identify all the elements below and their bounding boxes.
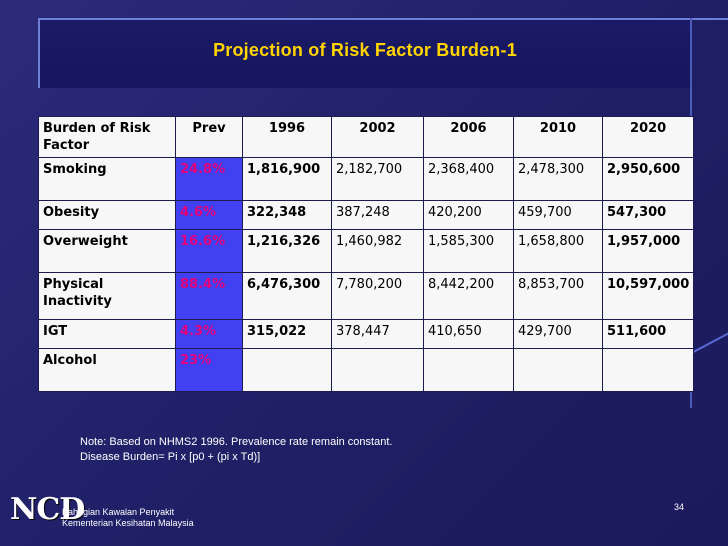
row-factor: Alcohol: [38, 348, 176, 392]
row-2020: 511,600: [601, 319, 695, 349]
table-row: Alcohol 23%: [38, 348, 695, 392]
header-1996: 1996: [242, 116, 332, 158]
org-line-2: Kementerian Kesihatan Malaysia: [62, 518, 194, 528]
risk-factor-table: Burden of Risk Factor Prev 1996 2002 200…: [38, 116, 695, 392]
row-2010: 8,853,700: [513, 272, 603, 320]
row-2010: 2,478,300: [513, 157, 603, 201]
row-2020: 10,597,000: [601, 272, 695, 320]
header-2002: 2002: [331, 116, 424, 158]
header-2020: 2020: [601, 116, 695, 158]
organization-name: Bahagian Kawalan Penyakit Kementerian Ke…: [62, 507, 194, 529]
row-1996: 1,816,900: [242, 157, 332, 201]
row-2002: 2,182,700: [331, 157, 424, 201]
table-header-row: Burden of Risk Factor Prev 1996 2002 200…: [38, 116, 695, 158]
header-burden-of-risk-factor: Burden of Risk Factor: [38, 116, 176, 158]
footnote: Note: Based on NHMS2 1996. Prevalence ra…: [80, 435, 392, 465]
row-2006: [423, 348, 514, 392]
row-2006: 2,368,400: [423, 157, 514, 201]
row-factor: Physical Inactivity: [38, 272, 176, 320]
row-2010: 1,658,800: [513, 229, 603, 273]
row-2010: 429,700: [513, 319, 603, 349]
row-2002: 378,447: [331, 319, 424, 349]
table-row: Smoking 24.8% 1,816,900 2,182,700 2,368,…: [38, 157, 695, 201]
org-line-1: Bahagian Kawalan Penyakit: [62, 507, 175, 517]
row-prev: 88.4%: [175, 272, 243, 320]
row-factor: Overweight: [38, 229, 176, 273]
row-prev: 24.8%: [175, 157, 243, 201]
row-2002: 7,780,200: [331, 272, 424, 320]
row-2002: 1,460,982: [331, 229, 424, 273]
row-factor: IGT: [38, 319, 176, 349]
row-prev: 23%: [175, 348, 243, 392]
header-prev: Prev: [175, 116, 243, 158]
row-2020: 2,950,600: [601, 157, 695, 201]
row-1996: 6,476,300: [242, 272, 332, 320]
row-2010: 459,700: [513, 200, 603, 230]
row-2006: 1,585,300: [423, 229, 514, 273]
table-row: Obesity 4.6% 322,348 387,248 420,200 459…: [38, 200, 695, 230]
row-1996: [242, 348, 332, 392]
title-bar: [40, 20, 690, 88]
table-row: IGT 4.3% 315,022 378,447 410,650 429,700…: [38, 319, 695, 349]
footnote-line-2: Disease Burden= Pi x [p0 + (pi x Td)]: [80, 451, 261, 463]
frame-line-left: [38, 18, 40, 88]
row-2002: [331, 348, 424, 392]
row-1996: 315,022: [242, 319, 332, 349]
row-2006: 410,650: [423, 319, 514, 349]
row-2002: 387,248: [331, 200, 424, 230]
slide-title: Projection of Risk Factor Burden-1: [213, 40, 517, 60]
row-prev: 4.3%: [175, 319, 243, 349]
row-prev: 4.6%: [175, 200, 243, 230]
table-row: Physical Inactivity 88.4% 6,476,300 7,78…: [38, 272, 695, 320]
frame-line-top: [38, 18, 728, 20]
ncd-logo: NCD: [10, 492, 85, 527]
row-2020: [601, 348, 695, 392]
row-2006: 8,442,200: [423, 272, 514, 320]
row-1996: 1,216,326: [242, 229, 332, 273]
footnote-line-1: Note: Based on NHMS2 1996. Prevalence ra…: [80, 436, 393, 448]
header-2010: 2010: [513, 116, 603, 158]
row-2010: [513, 348, 603, 392]
row-factor: Obesity: [38, 200, 176, 230]
header-2006: 2006: [423, 116, 514, 158]
row-2006: 420,200: [423, 200, 514, 230]
page-number: 34: [674, 502, 685, 512]
row-1996: 322,348: [242, 200, 332, 230]
row-factor: Smoking: [38, 157, 176, 201]
row-prev: 16.6%: [175, 229, 243, 273]
table-row: Overweight 16.6% 1,216,326 1,460,982 1,5…: [38, 229, 695, 273]
row-2020: 1,957,000: [601, 229, 695, 273]
row-2020: 547,300: [601, 200, 695, 230]
